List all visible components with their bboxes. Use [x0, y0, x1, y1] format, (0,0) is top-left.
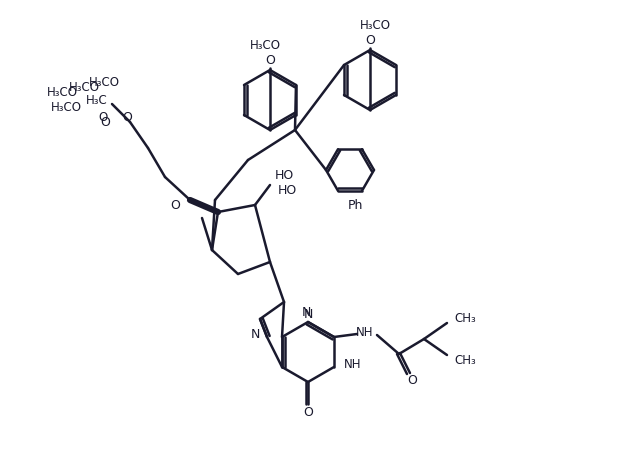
Text: N: N	[301, 306, 310, 319]
Text: O: O	[100, 116, 110, 128]
Text: Ph: Ph	[348, 198, 363, 212]
Text: HO: HO	[275, 169, 294, 181]
Text: CH₃: CH₃	[454, 312, 476, 324]
Text: H₃C: H₃C	[86, 94, 108, 107]
Text: CH₃: CH₃	[454, 353, 476, 367]
Text: NH: NH	[356, 327, 374, 339]
Text: H₃CO: H₃CO	[360, 18, 390, 31]
Text: N: N	[251, 329, 260, 342]
Text: N: N	[303, 307, 313, 321]
Text: H₃CO: H₃CO	[69, 80, 100, 94]
Text: O: O	[122, 110, 132, 124]
Text: O: O	[170, 198, 180, 212]
Text: H₃CO: H₃CO	[250, 39, 280, 52]
Text: H₃CO: H₃CO	[47, 86, 78, 99]
Text: O: O	[365, 33, 375, 47]
Text: HO: HO	[278, 183, 297, 196]
Text: O: O	[407, 374, 417, 386]
Text: O: O	[265, 54, 275, 66]
Text: H₃CO: H₃CO	[51, 101, 82, 113]
Text: H₃CO: H₃CO	[89, 76, 120, 88]
Text: O: O	[303, 406, 313, 418]
Text: NH: NH	[344, 359, 362, 371]
Text: O: O	[99, 110, 108, 124]
